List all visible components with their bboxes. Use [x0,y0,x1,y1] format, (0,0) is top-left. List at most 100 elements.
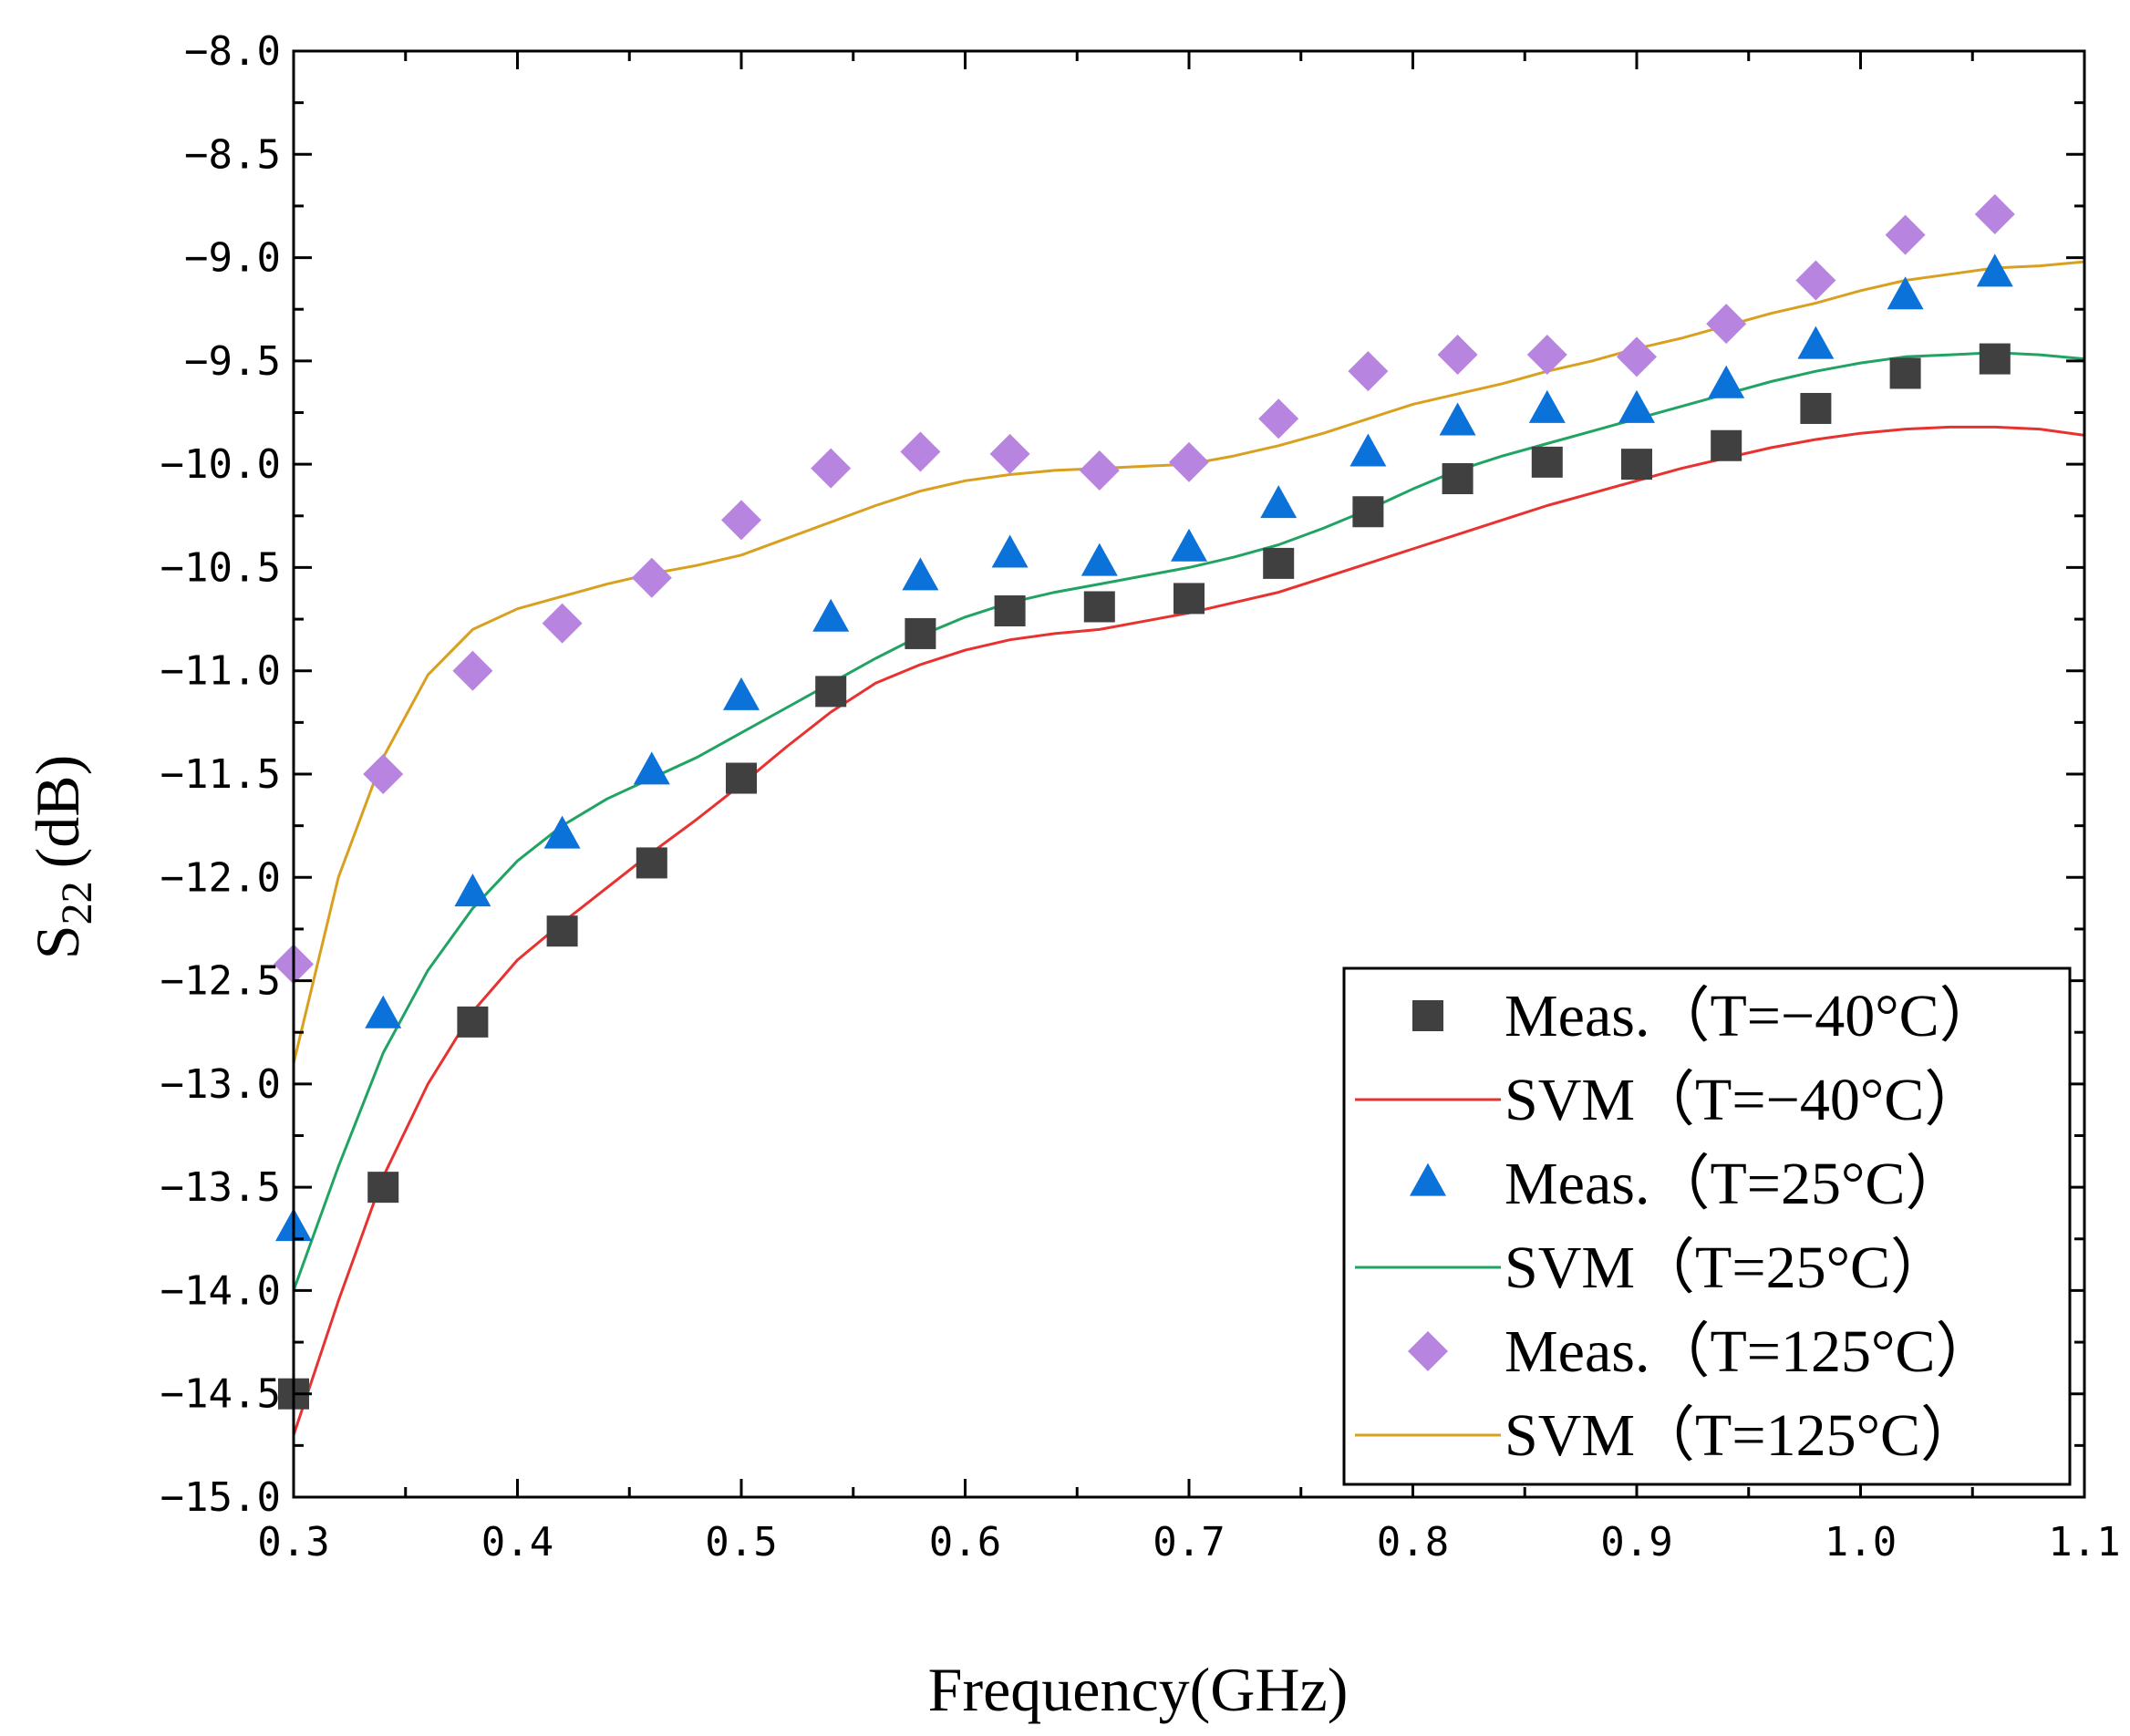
data-point-0-17 [1800,392,1832,424]
legend-label-0: Meas.（T=−40°C） [1504,983,2000,1049]
data-point-4-11 [1258,398,1299,439]
marker-series-group [274,193,2015,1410]
data-point-0-12 [1352,496,1384,528]
data-point-0-8 [994,595,1026,627]
data-point-2-13 [1439,402,1476,436]
data-point-4-10 [1169,441,1209,482]
y-tick-label-4: −10.0 [160,441,281,488]
data-point-4-18 [1885,214,1926,255]
data-point-4-6 [811,448,852,489]
data-point-2-8 [991,534,1029,568]
data-point-0-5 [726,762,757,794]
x-tick-label-4: 0.7 [1153,1519,1225,1566]
data-point-2-9 [1081,542,1118,576]
series-line-3 [294,351,2084,1291]
x-tick-label-0: 0.3 [257,1519,329,1566]
data-point-0-11 [1263,547,1295,579]
y-tick-label-5: −10.5 [160,544,281,591]
data-point-0-1 [367,1172,399,1204]
data-point-0-19 [1979,343,2011,375]
y-tick-label-7: −11.5 [160,751,281,798]
data-point-4-13 [1437,335,1478,376]
data-point-4-4 [631,557,672,598]
legend-symbol-2 [1410,1162,1446,1196]
y-tick-label-3: −9.5 [184,338,281,385]
data-point-0-4 [636,847,667,879]
data-point-0-9 [1083,591,1115,623]
legend-label-4: Meas.（T=125°C） [1504,1318,1995,1385]
series-layer [274,193,2084,1436]
data-point-2-5 [723,677,760,710]
y-tick-label-12: −14.0 [160,1267,281,1314]
data-point-4-5 [721,500,761,541]
data-point-0-16 [1711,429,1742,461]
data-point-2-12 [1349,433,1387,467]
y-tick-label-13: −14.5 [160,1371,281,1418]
y-tick-label-1: −8.5 [184,131,281,178]
y-tick-label-9: −12.5 [160,958,281,1005]
x-tick-label-6: 0.9 [1600,1519,1672,1566]
y-axis-title: S22 (dB) [23,755,101,959]
data-point-0-18 [1889,357,1921,389]
x-tick-label-8: 1.1 [2048,1519,2120,1566]
data-point-2-19 [1976,253,2013,287]
legend-label-2: Meas.（T=25°C） [1504,1151,1965,1217]
data-point-2-1 [365,995,402,1028]
data-point-2-17 [1797,326,1835,359]
y-tick-label-6: −11.0 [160,648,281,695]
data-point-2-18 [1887,276,1924,310]
data-point-2-16 [1708,365,1745,398]
series-markers-2 [275,253,2013,1242]
y-axis-title-unit: (dB) [23,755,92,869]
data-point-2-6 [812,598,850,632]
series-markers-0 [278,343,2011,1410]
data-point-4-12 [1348,351,1389,392]
data-point-4-19 [1974,193,2015,234]
data-point-4-16 [1706,304,1747,345]
data-point-2-15 [1618,389,1655,423]
data-point-4-15 [1617,336,1657,377]
legend: Meas.（T=−40°C） SVM（T=−40°C） Meas.（T=25°C） S… [1342,966,2072,1486]
y-tick-label-0: −8.0 [184,28,281,75]
y-tick-label-11: −13.5 [160,1164,281,1211]
data-point-0-3 [546,915,578,947]
data-point-4-8 [989,433,1030,474]
data-point-4-17 [1795,260,1836,301]
y-tick-label-2: −9.0 [184,235,281,282]
x-tick-label-5: 0.8 [1377,1519,1449,1566]
data-point-2-4 [633,751,670,785]
y-tick-label-10: −13.0 [160,1061,281,1108]
legend-symbol-0 [1412,1000,1443,1031]
data-point-2-3 [543,815,581,849]
data-point-0-7 [905,617,936,649]
x-tick-label-7: 1.0 [1825,1519,1897,1566]
data-point-0-10 [1174,583,1205,615]
y-axis-title-main: S [23,925,92,959]
y-tick-label-8: −12.0 [160,854,281,901]
x-tick-label-1: 0.4 [481,1519,553,1566]
data-point-2-11 [1260,485,1298,519]
x-tick-label-2: 0.5 [705,1519,777,1566]
data-point-2-10 [1171,528,1207,562]
data-point-2-7 [902,557,939,591]
data-point-4-14 [1526,335,1567,376]
data-point-0-15 [1621,449,1652,480]
data-point-0-14 [1531,446,1563,478]
x-tick-label-3: 0.6 [929,1519,1001,1566]
data-point-4-2 [452,650,493,691]
data-point-0-6 [815,676,847,708]
legend-label-3: SVM（T=25°C） [1504,1235,1950,1301]
legend-label-5: SVM（T=125°C） [1504,1402,1980,1469]
data-point-0-2 [457,1006,489,1038]
series-markers-4 [274,193,2015,985]
data-point-2-14 [1528,389,1566,423]
y-axis-title-subscript: 22 [53,881,101,925]
data-point-4-7 [900,431,941,472]
ticks-layer: 0.3 0.4 0.5 0.6 0.7 0.8 0.9 1.0 1.1 −8.0 −8.5 −9.0 −… [160,28,2121,1566]
x-axis-title: Frequency(GHz) [928,1655,1349,1724]
legend-symbol-4 [1408,1331,1448,1371]
data-point-2-2 [454,873,491,907]
legend-label-1: SVM（T=−40°C） [1504,1067,1984,1133]
data-point-0-13 [1442,463,1473,495]
